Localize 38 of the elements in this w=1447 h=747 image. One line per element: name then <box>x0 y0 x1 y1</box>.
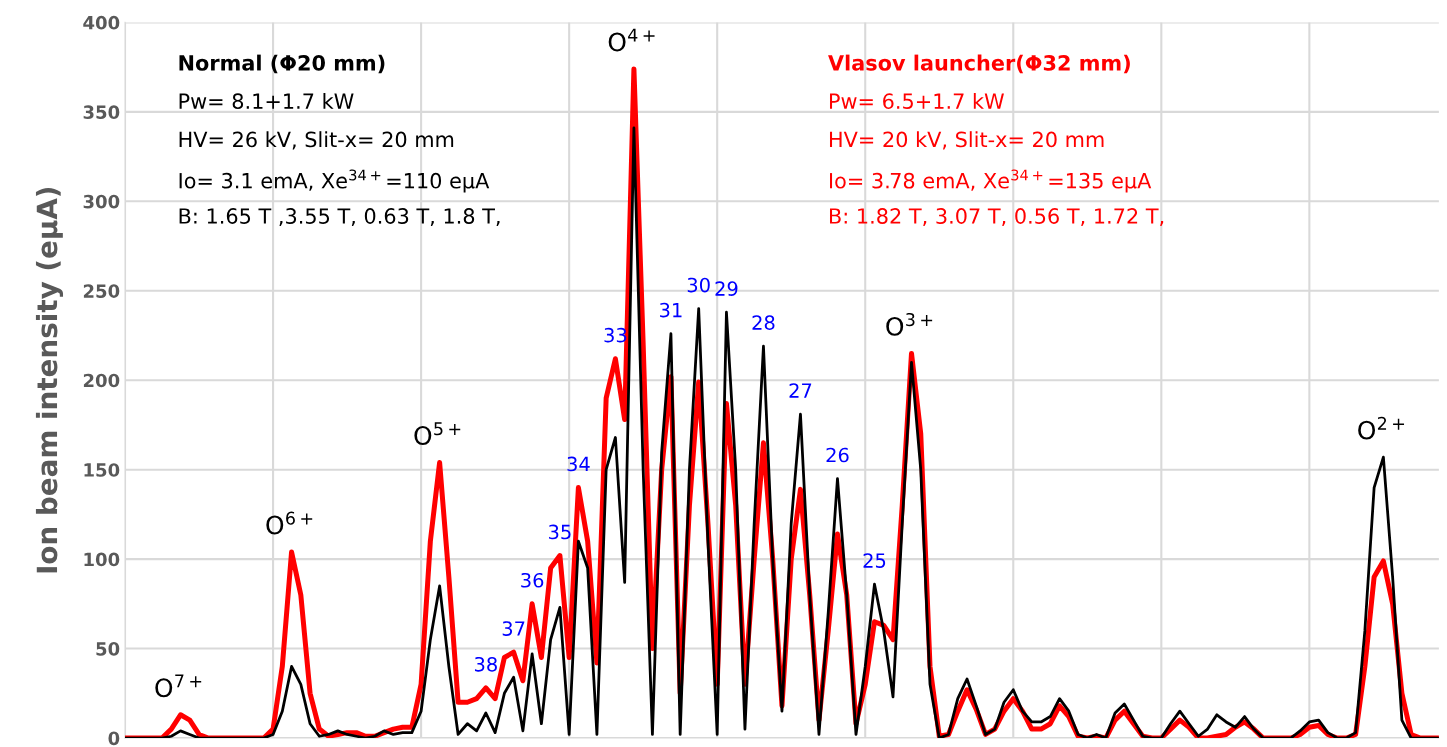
annotation: 27 <box>789 383 812 398</box>
annotation: 28 <box>752 315 775 330</box>
annotation: O$^{4+}$ <box>608 28 655 52</box>
annotation: 31 <box>660 302 682 318</box>
y-tick-label: 350 <box>83 105 120 119</box>
annotation: 36 <box>521 572 544 588</box>
annotation: 34 <box>567 456 590 472</box>
y-tick-label: 300 <box>83 194 120 209</box>
annotation: Pw= 6.5+1.7 kW <box>829 92 1004 110</box>
annotation: 25 <box>863 553 886 568</box>
annotation: O$^{2+}$ <box>1358 416 1405 440</box>
y-tick-label: 200 <box>83 373 120 388</box>
annotation: Normal (Φ20 mm) <box>179 54 385 74</box>
annotation: O$^{3+}$ <box>886 312 933 336</box>
y-axis-title: Ion beam intensity (eμA) <box>35 187 64 573</box>
annotation: O$^{6+}$ <box>266 511 313 535</box>
annotation: Io= 3.78 emA, Xe$^{34+}$=135 eμA <box>829 169 1152 193</box>
annotation: Vlasov launcher(Φ32 mm) <box>828 54 1130 74</box>
y-tick-label: 100 <box>84 552 120 567</box>
annotation: B: 1.82 T, 3.07 T, 0.56 T, 1.72 T, <box>829 208 1164 227</box>
annotation: HV= 20 kV, Slit-x= 20 mm <box>829 131 1104 150</box>
annotation: O$^{7+}$ <box>155 674 202 698</box>
annotation: O$^{5+}$ <box>414 422 461 446</box>
annotation: B: 1.65 T ,3.55 T, 0.63 T, 1.8 T, <box>179 208 500 227</box>
y-tick-label: 0 <box>108 731 120 746</box>
annotation: 30 <box>687 277 710 293</box>
y-tick-label: 150 <box>84 463 120 477</box>
annotation: 29 <box>715 281 738 296</box>
annotation: 38 <box>474 656 497 672</box>
y-tick-label: 250 <box>83 284 120 298</box>
annotation: 26 <box>826 447 849 463</box>
annotation: Pw= 8.1+1.7 kW <box>179 92 354 110</box>
annotation: 37 <box>502 621 525 636</box>
y-tick-label: 400 <box>83 15 120 30</box>
annotation: HV= 26 kV, Slit-x= 20 mm <box>179 131 454 150</box>
y-tick-label: 50 <box>96 642 120 656</box>
annotation: Io= 3.1 emA, Xe$^{34+}$=110 eμA <box>179 169 490 193</box>
annotation: 35 <box>549 524 571 540</box>
